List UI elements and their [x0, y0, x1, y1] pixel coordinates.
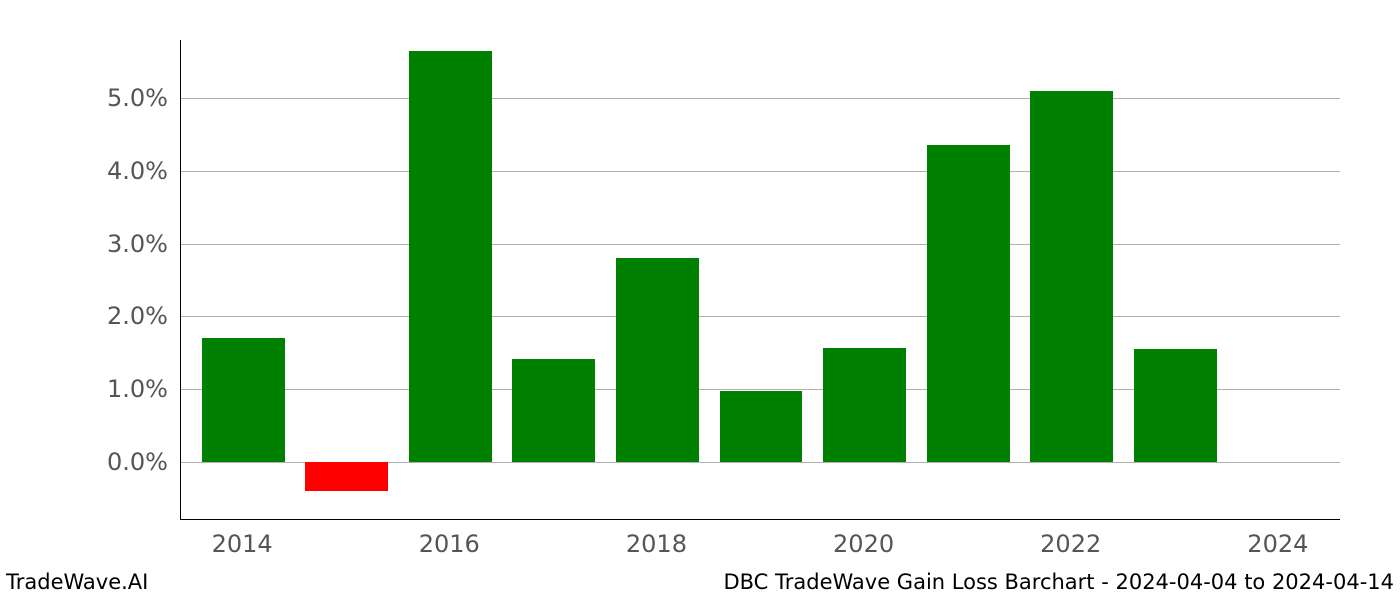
y-tick-label: 3.0%	[88, 230, 168, 258]
footer-left-text: TradeWave.AI	[6, 570, 148, 594]
gridline-y	[181, 316, 1340, 317]
gridline-y	[181, 171, 1340, 172]
bar	[1134, 349, 1217, 462]
y-tick-label: 1.0%	[88, 375, 168, 403]
bar	[927, 145, 1010, 461]
bar	[202, 338, 285, 462]
x-tick-label: 2018	[626, 530, 687, 558]
bar	[305, 462, 388, 491]
chart-container: TradeWave.AI DBC TradeWave Gain Loss Bar…	[0, 0, 1400, 600]
x-tick-label: 2014	[212, 530, 273, 558]
x-tick-label: 2020	[833, 530, 894, 558]
bar	[823, 348, 906, 461]
y-tick-label: 5.0%	[88, 84, 168, 112]
footer-right-text: DBC TradeWave Gain Loss Barchart - 2024-…	[723, 570, 1394, 594]
bar	[616, 258, 699, 462]
gridline-y	[181, 98, 1340, 99]
bar	[1030, 91, 1113, 462]
plot-area	[180, 40, 1340, 520]
bar	[512, 359, 595, 462]
gridline-y	[181, 244, 1340, 245]
bar	[720, 391, 803, 462]
bar	[409, 51, 492, 462]
y-tick-label: 2.0%	[88, 302, 168, 330]
x-tick-label: 2016	[419, 530, 480, 558]
x-tick-label: 2022	[1040, 530, 1101, 558]
x-tick-label: 2024	[1247, 530, 1308, 558]
y-tick-label: 0.0%	[88, 448, 168, 476]
y-tick-label: 4.0%	[88, 157, 168, 185]
